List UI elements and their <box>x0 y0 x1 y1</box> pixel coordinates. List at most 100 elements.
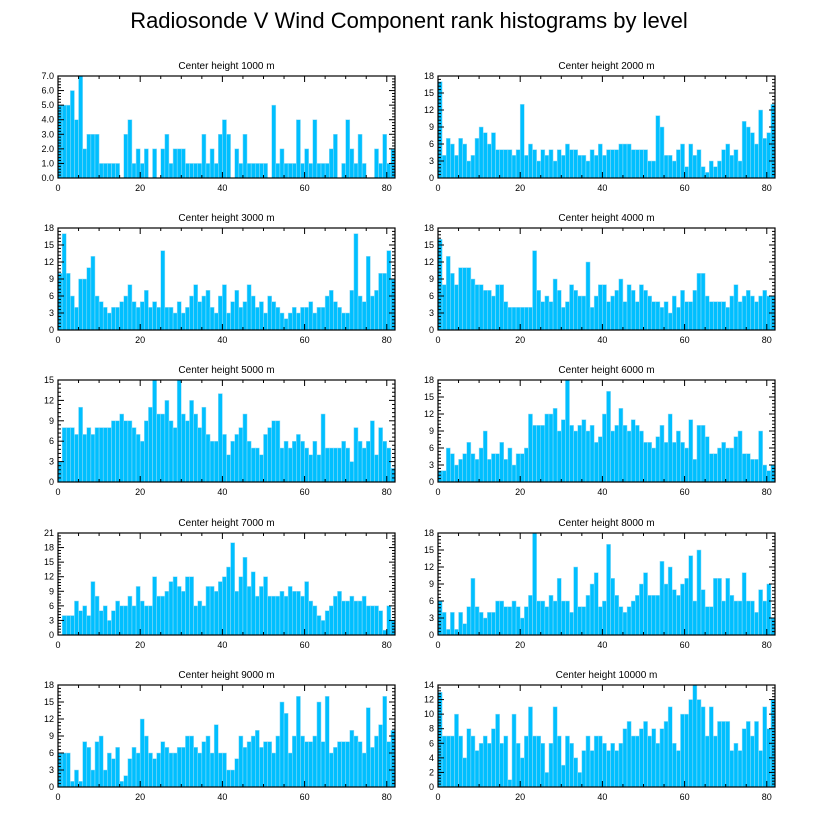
x-tick-label: 40 <box>597 183 607 193</box>
x-tick-label: 0 <box>55 183 60 193</box>
histogram-bar <box>733 743 739 788</box>
histogram-bar <box>365 256 371 331</box>
histogram-bar <box>209 440 215 483</box>
y-tick-label: 3 <box>429 460 434 470</box>
histogram-bar <box>762 706 768 788</box>
histogram-bar <box>300 440 305 483</box>
histogram-bar <box>651 160 657 179</box>
histogram-bar <box>552 408 558 483</box>
histogram-bar <box>197 427 203 483</box>
histogram-bar <box>532 149 537 179</box>
x-tick-label: 20 <box>135 335 145 345</box>
histogram-bar <box>704 606 710 636</box>
histogram-bar <box>565 301 570 331</box>
histogram-bar <box>602 413 607 483</box>
histogram-bar <box>462 267 468 331</box>
histogram-bar <box>135 752 141 788</box>
histogram-bar <box>441 155 447 179</box>
histogram-bar <box>713 453 718 483</box>
histogram-bar <box>458 612 463 636</box>
histogram-bar <box>296 434 301 483</box>
histogram-bar <box>639 583 644 636</box>
histogram-bar <box>115 420 120 483</box>
x-tick-label: 40 <box>217 487 227 497</box>
histogram-bar <box>762 464 768 483</box>
histogram-bar <box>111 307 116 331</box>
histogram-bar <box>519 104 525 179</box>
histogram-bar <box>123 295 129 331</box>
histogram-bar <box>745 453 751 483</box>
histogram-bar <box>519 307 525 331</box>
histogram-bar <box>519 453 525 483</box>
histogram-bar <box>672 442 677 483</box>
histogram-bar <box>614 149 620 179</box>
histogram-bar <box>610 295 615 331</box>
histogram-bar <box>246 163 252 179</box>
histogram-bar <box>320 741 326 788</box>
histogram-bar <box>741 572 747 636</box>
histogram-bar <box>242 301 248 331</box>
histogram-bar <box>164 307 170 331</box>
histogram-bar <box>127 420 133 483</box>
histogram-bar <box>659 561 665 636</box>
histogram-bar <box>696 549 702 636</box>
histogram-bar <box>279 701 285 788</box>
histogram-bar <box>556 290 562 331</box>
histogram-bar <box>255 730 260 788</box>
histogram-bar <box>144 290 149 331</box>
histogram-bar <box>250 571 256 636</box>
histogram-bar <box>663 442 669 483</box>
y-tick-label: 9 <box>429 274 434 284</box>
histogram-bar <box>499 600 505 636</box>
y-tick-label: 9 <box>49 274 54 284</box>
histogram-bar <box>458 735 463 788</box>
y-tick-label: 6 <box>49 291 54 301</box>
histogram-bar <box>312 312 318 331</box>
y-tick-label: 3 <box>49 308 54 318</box>
histogram-bar <box>507 447 513 483</box>
histogram-bar <box>292 735 297 788</box>
x-tick-label: 60 <box>680 792 690 802</box>
histogram-bar <box>602 743 607 788</box>
histogram-bar <box>577 425 583 483</box>
histogram-bar <box>445 447 451 483</box>
histogram-bar <box>561 419 566 483</box>
histogram-bar <box>450 453 455 483</box>
histogram-bar <box>745 126 751 179</box>
histogram-bar <box>482 735 488 788</box>
histogram-bar <box>548 301 554 331</box>
y-tick-label: 3 <box>429 308 434 318</box>
y-tick-label: 3 <box>49 457 54 467</box>
histogram-bar <box>168 581 174 636</box>
histogram-bar <box>57 461 63 483</box>
plot-frame <box>57 532 396 636</box>
histogram-bar <box>441 284 447 331</box>
histogram-bar <box>622 728 628 788</box>
histogram-bar <box>107 312 112 331</box>
histogram-bar <box>259 747 264 788</box>
y-tick-label: 3 <box>49 615 54 625</box>
histogram-bar <box>647 595 652 636</box>
x-tick-label: 0 <box>435 183 440 193</box>
histogram-bar <box>655 301 661 331</box>
histogram-bar <box>234 290 240 331</box>
histogram-bar <box>536 160 541 179</box>
histogram-bar <box>585 595 591 636</box>
histogram-bar <box>474 606 480 636</box>
histogram-bar <box>308 163 314 179</box>
histogram-bar <box>684 713 689 788</box>
histogram-bar <box>696 273 702 331</box>
histogram-bar <box>737 750 743 788</box>
histogram-bar <box>361 752 367 788</box>
histogram-bar <box>598 735 603 788</box>
histogram-bar <box>320 163 326 179</box>
histogram-bar <box>222 434 227 483</box>
histogram-bar <box>370 747 375 788</box>
histogram-bar <box>532 250 537 331</box>
histogram-bar <box>708 301 714 331</box>
histogram-bar <box>378 610 383 636</box>
histogram-bar <box>82 148 88 179</box>
histogram-bar <box>181 413 186 483</box>
histogram-bar <box>618 743 624 788</box>
histogram-bar <box>283 163 289 179</box>
